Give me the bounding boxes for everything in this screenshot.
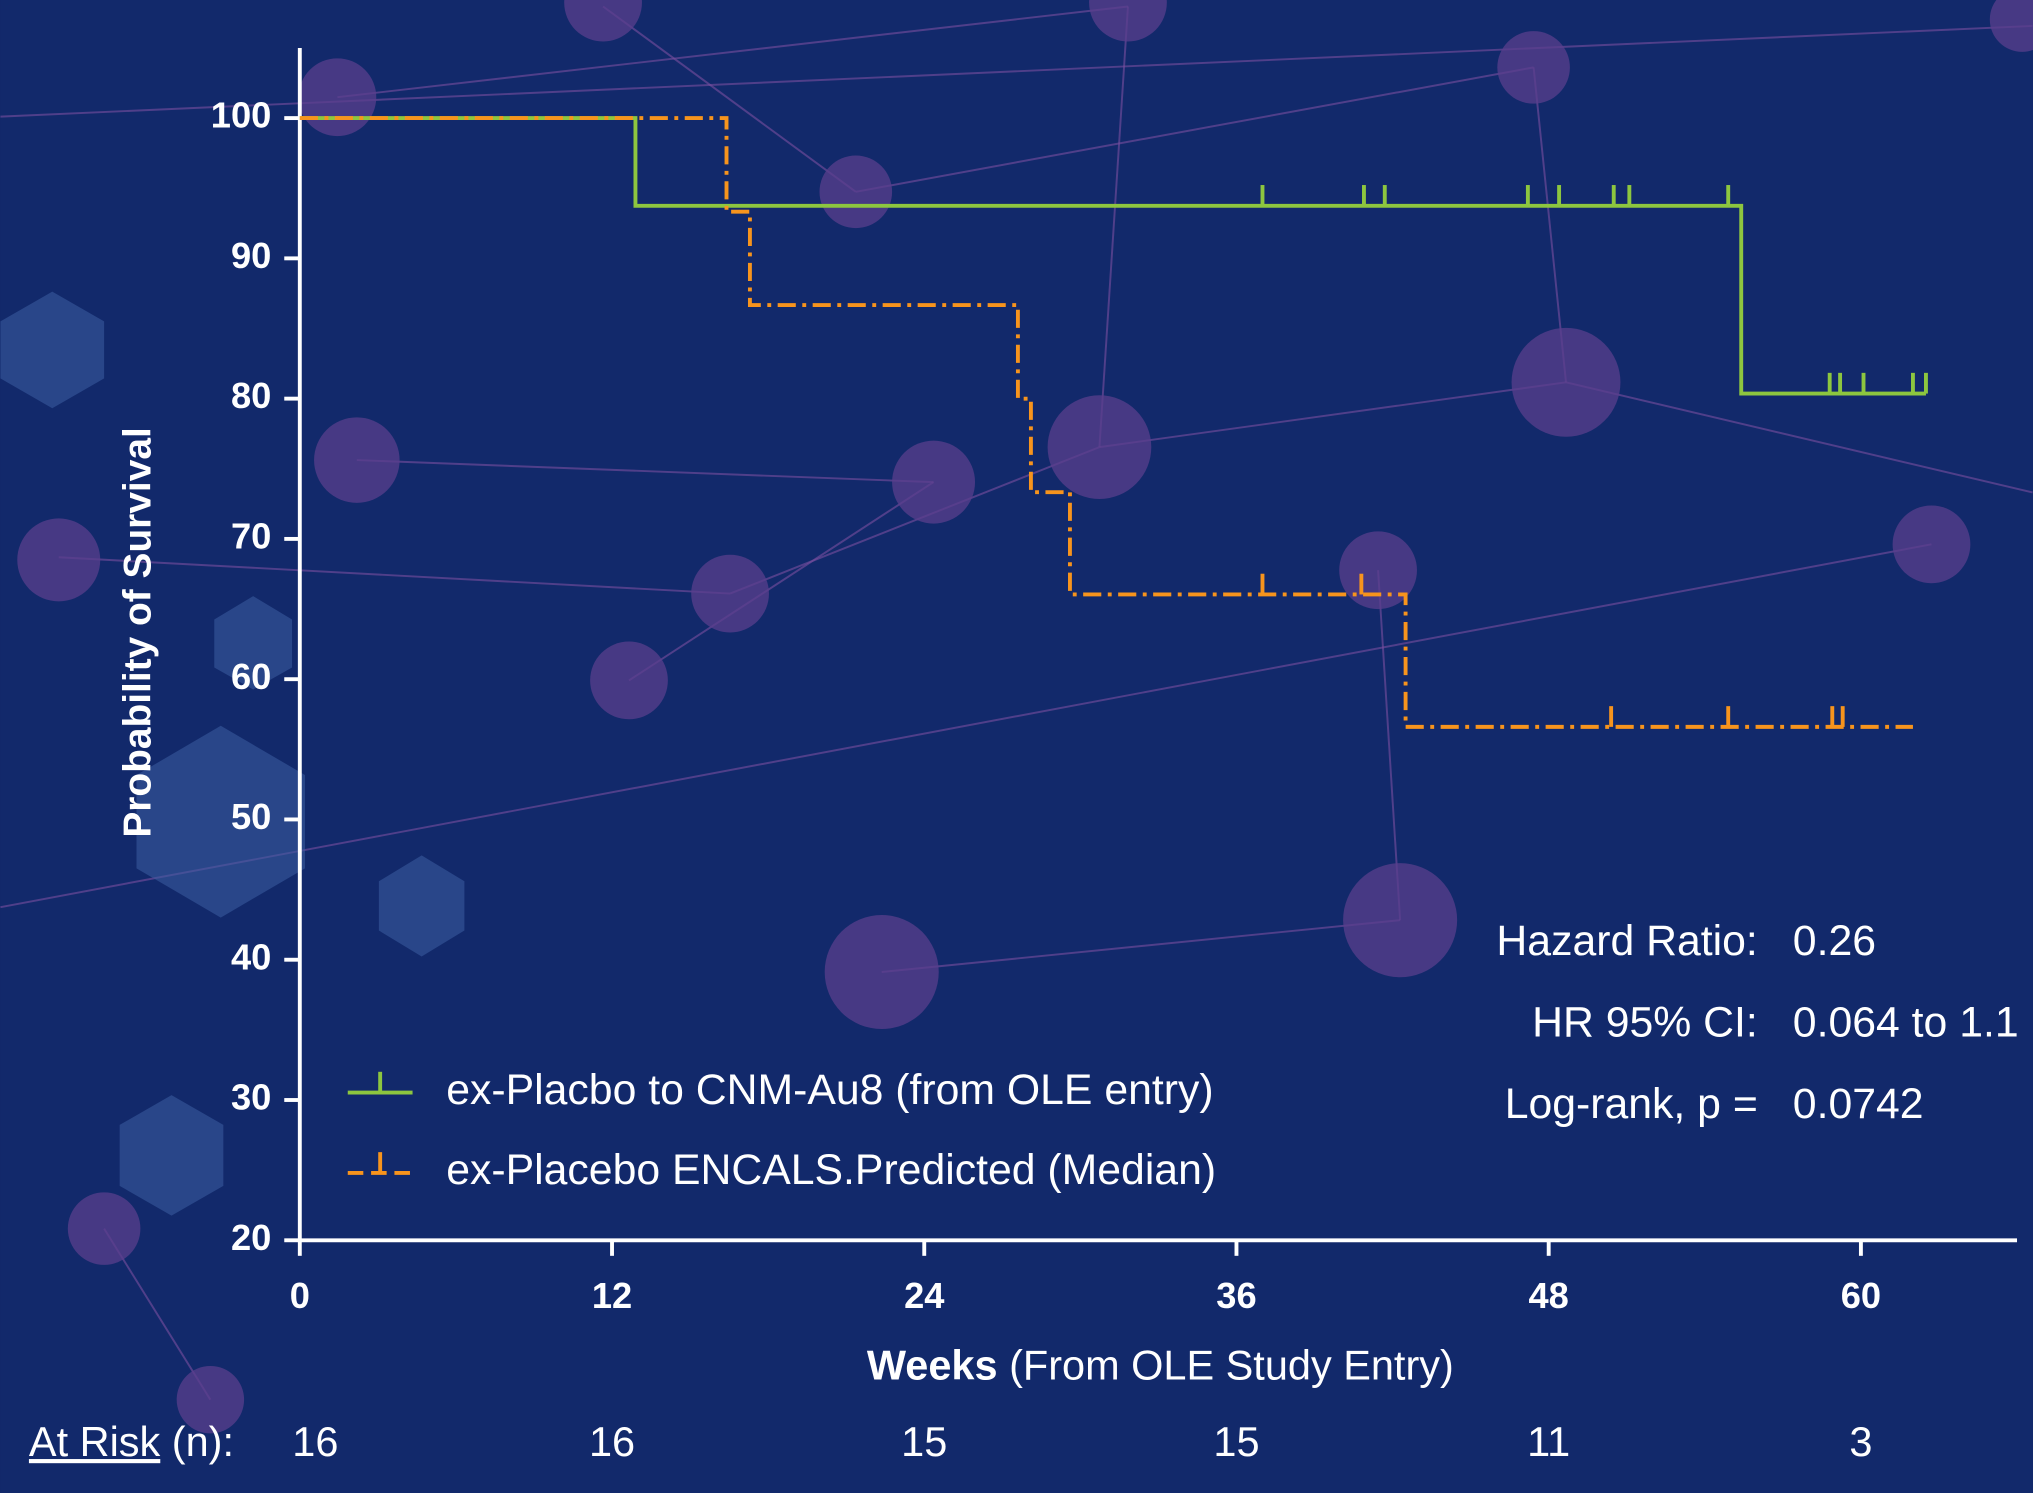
at-risk-value: 11: [1527, 1418, 1570, 1465]
x-axis-label: Weeks (From OLE Study Entry): [867, 1342, 1454, 1389]
annotation-label: Hazard Ratio:: [1496, 917, 1757, 965]
at-risk-value: 16: [292, 1418, 338, 1465]
annotation-value: 0.064 to 1.1: [1793, 998, 2019, 1046]
x-tick-label: 36: [1216, 1275, 1256, 1316]
y-tick-label: 20: [231, 1217, 271, 1258]
y-tick-label: 80: [231, 375, 271, 416]
x-axis-label-main: Weeks: [867, 1342, 998, 1389]
at-risk-value: 3: [1849, 1418, 1872, 1465]
y-tick-label: 60: [231, 656, 271, 697]
survival-curve: [299, 116, 1913, 729]
y-tick-label: 30: [231, 1077, 271, 1118]
at-risk-suffix: (n):: [172, 1418, 234, 1465]
annotation-label: Log-rank, p =: [1505, 1080, 1758, 1128]
legend-label: ex-Placebo ENCALS.Predicted (Median): [446, 1146, 1216, 1194]
legend-label: ex-Placbo to CNM-Au8 (from OLE entry): [446, 1066, 1213, 1114]
at-risk-value: 15: [1213, 1418, 1259, 1465]
at-risk-value: 16: [589, 1418, 635, 1465]
x-tick-label: 60: [1841, 1275, 1881, 1316]
y-tick-label: 40: [231, 936, 271, 977]
y-tick-label: 100: [211, 95, 272, 136]
x-tick-label: 48: [1529, 1275, 1569, 1316]
decoration: [0, 0, 2033, 1434]
x-axis-label-note: (From OLE Study Entry): [1009, 1342, 1454, 1389]
x-tick-label: 0: [290, 1275, 310, 1316]
x-tick-label: 12: [592, 1275, 632, 1316]
y-tick-label: 90: [231, 235, 271, 276]
y-tick-label: 50: [231, 796, 271, 837]
y-tick-label: 70: [231, 515, 271, 556]
annotation-value: 0.26: [1793, 917, 1876, 965]
at-risk-label: At Risk (n):: [29, 1418, 234, 1465]
survival-curve: [299, 116, 1926, 396]
at-risk-value: 15: [901, 1418, 947, 1465]
annotation-label: HR 95% CI:: [1532, 998, 1758, 1046]
annotation-value: 0.0742: [1793, 1080, 1924, 1128]
y-axis-label: Probability of Survival: [117, 427, 160, 837]
at-risk-title: At Risk: [29, 1418, 161, 1465]
x-tick-label: 24: [904, 1275, 944, 1316]
